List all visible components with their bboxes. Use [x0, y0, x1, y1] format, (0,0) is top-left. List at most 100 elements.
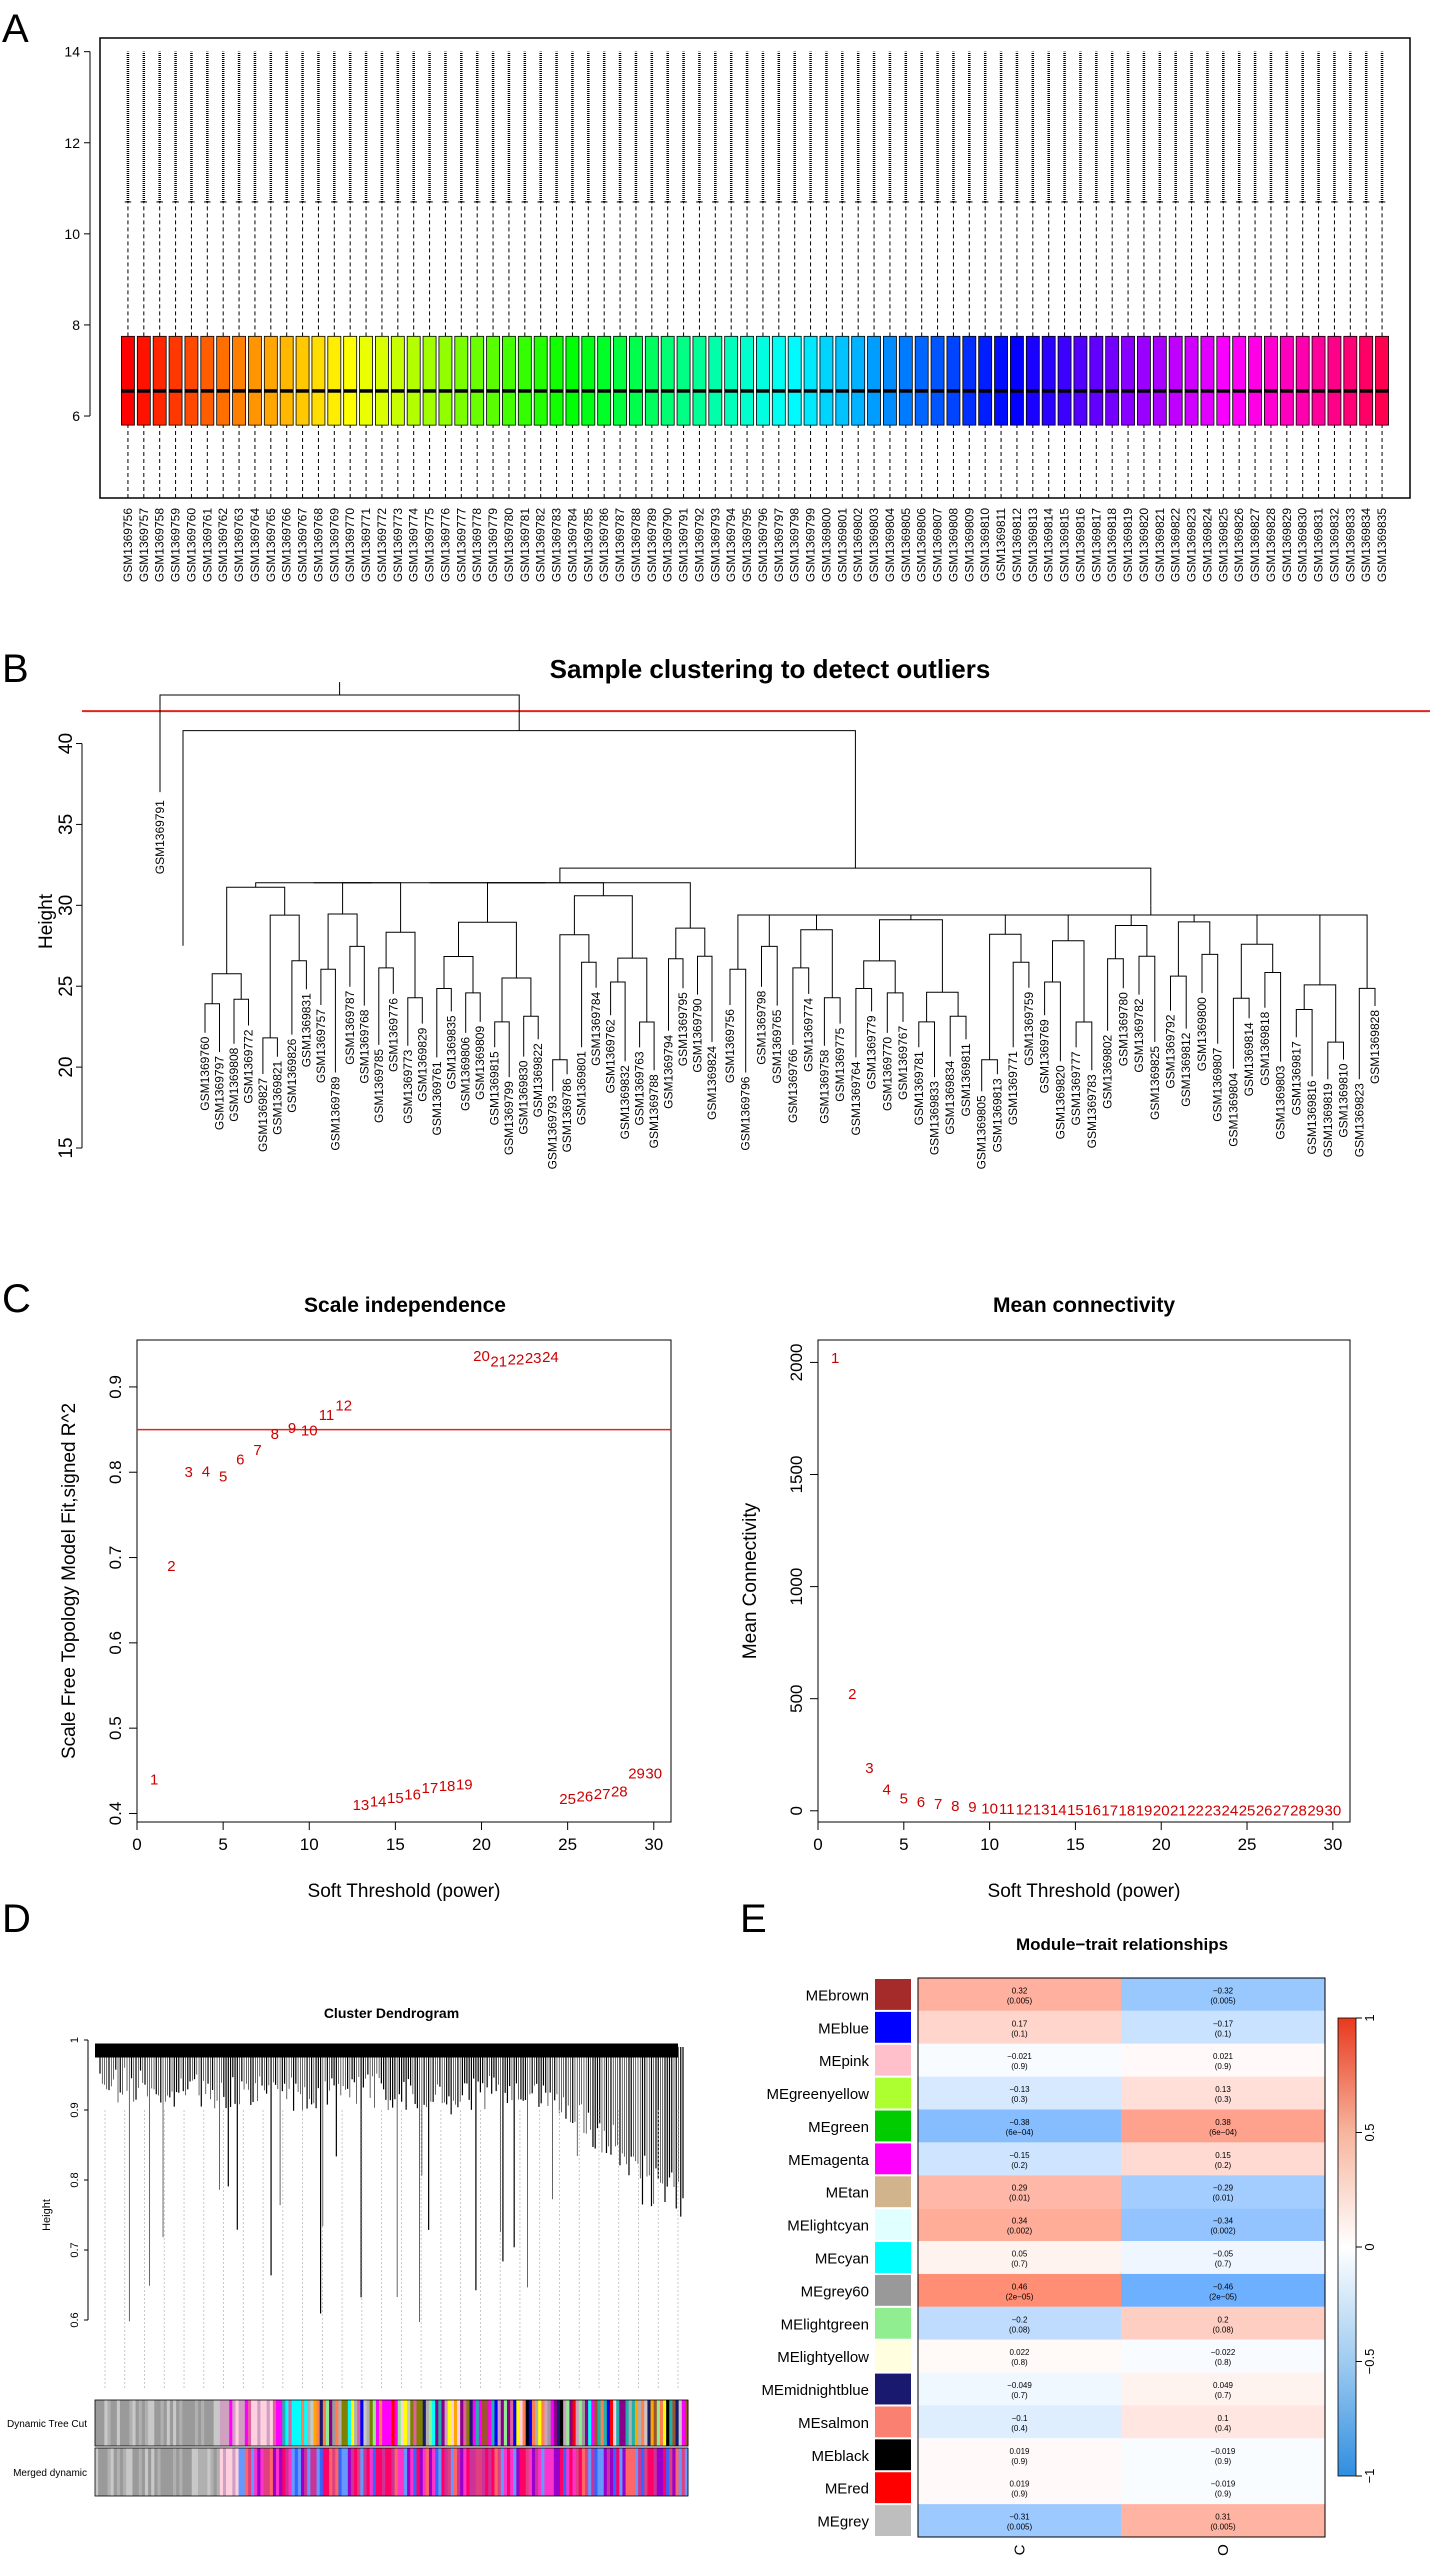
module-color-cell	[544, 2448, 549, 2496]
module-color-cell	[634, 2400, 639, 2446]
module-color-cell	[350, 2400, 355, 2446]
sample-box: GSM1369829	[1280, 51, 1294, 582]
module-color-cell	[154, 2448, 158, 2496]
sample-label: GSM1369757	[137, 508, 151, 582]
module-color-cell	[541, 2448, 545, 2496]
sample-box: GSM1369757	[137, 51, 151, 582]
module-color-cell	[466, 2400, 471, 2446]
module-color-cell	[257, 2400, 261, 2446]
box	[1041, 335, 1056, 426]
y-tick-label: 500	[787, 1685, 806, 1713]
sample-box: GSM1369778	[470, 51, 484, 582]
module-color-cell	[453, 2448, 458, 2496]
sample-label: GSM1369813	[1026, 508, 1040, 582]
heatmap-cell	[918, 2076, 1121, 2110]
module-color-cell	[447, 2448, 452, 2496]
module-color-cell	[338, 2400, 343, 2446]
sample-label: GSM1369819	[1321, 1083, 1335, 1157]
box	[1248, 335, 1262, 426]
y-tick-label: 1500	[787, 1456, 806, 1494]
module-color-cell	[478, 2400, 483, 2446]
y-tick-label: 30	[56, 895, 77, 916]
y-tick-label: 1	[69, 2037, 81, 2043]
module-color-cell	[447, 2400, 452, 2446]
point-label: 1	[150, 1771, 158, 1788]
module-color-cell	[669, 2400, 673, 2446]
module-color-cell	[569, 2400, 574, 2446]
module-color-cell	[388, 2448, 392, 2496]
y-tick-label: 35	[56, 814, 77, 835]
module-color-cell	[360, 2448, 364, 2496]
module-color-swatch	[875, 2274, 911, 2306]
sample-label: GSM1369822	[1169, 508, 1183, 582]
sample-label: GSM1369794	[724, 508, 738, 582]
cell-pvalue: (0.4)	[1011, 2424, 1028, 2433]
module-color-cell	[522, 2448, 527, 2496]
module-color-cell	[132, 2448, 137, 2496]
module-color-cell	[144, 2448, 149, 2496]
module-color-cell	[591, 2448, 595, 2496]
module-color-cell	[600, 2448, 605, 2496]
sample-box: GSM1369809	[962, 51, 976, 582]
module-color-cell	[282, 2400, 286, 2446]
point-label: 30	[645, 1765, 662, 1782]
module-color-cell	[466, 2448, 471, 2496]
module-color-cell	[185, 2448, 190, 2496]
module-color-cell	[138, 2400, 143, 2446]
sample-label: GSM1369775	[423, 508, 437, 582]
module-color-cell	[313, 2400, 318, 2446]
sample-label: GSM1369812	[1179, 1032, 1193, 1106]
chart-title: Module−trait relationships	[1016, 1935, 1228, 1954]
box	[613, 335, 627, 426]
point-label: 28	[611, 1783, 628, 1800]
module-color-cell	[616, 2400, 620, 2446]
module-color-cell	[463, 2400, 467, 2446]
point-label: 6	[917, 1794, 925, 1811]
cell-pvalue: (6e−04)	[1006, 2128, 1034, 2137]
module-color-cell	[625, 2448, 630, 2496]
x-axis-label: Soft Threshold (power)	[988, 1881, 1181, 1902]
point-label: 5	[900, 1790, 908, 1807]
module-color-cell	[325, 2448, 330, 2496]
sample-label: GSM1369781	[912, 1051, 926, 1125]
sample-label: GSM1369777	[1069, 1051, 1083, 1125]
panel-label-c: C	[2, 1277, 31, 1321]
module-color-cell	[238, 2400, 243, 2446]
module-name: MEblack	[811, 2448, 869, 2465]
sample-label: GSM1369815	[488, 1051, 502, 1125]
sample-label: GSM1369797	[212, 1056, 226, 1130]
box	[216, 335, 231, 426]
heatmap-cell	[918, 2010, 1121, 2044]
module-color-cell	[575, 2448, 580, 2496]
module-color-cell	[563, 2400, 567, 2446]
sample-box: GSM1369824	[1200, 51, 1214, 582]
module-color-cell	[469, 2448, 474, 2496]
module-color-cell	[104, 2400, 108, 2446]
box	[1327, 335, 1342, 426]
sample-label: GSM1369819	[1121, 508, 1135, 582]
module-name: MEmagenta	[788, 2152, 870, 2169]
module-color-cell	[232, 2400, 236, 2446]
module-color-cell	[104, 2448, 108, 2496]
sample-box: GSM1369762	[216, 51, 231, 582]
point-label: 14	[1050, 1802, 1067, 1819]
module-color-cell	[291, 2400, 296, 2446]
sample-label: GSM1369762	[604, 1019, 618, 1093]
box	[454, 335, 469, 426]
sample-label: GSM1369806	[915, 508, 929, 582]
module-color-cell	[254, 2448, 258, 2496]
module-color-cell	[322, 2400, 327, 2446]
colorbar-tick-label: −1	[1362, 2469, 1377, 2484]
module-color-cell	[482, 2400, 486, 2446]
sample-label: GSM1369798	[788, 508, 802, 582]
x-tick-label: 0	[132, 1835, 141, 1854]
point-label: 10	[981, 1801, 998, 1818]
sample-label: GSM1369757	[314, 1009, 328, 1083]
sample-label: GSM1369790	[691, 998, 705, 1072]
module-color-cell	[600, 2400, 605, 2446]
module-color-cell	[653, 2400, 658, 2446]
module-color-cell	[644, 2400, 648, 2446]
module-color-cell	[641, 2448, 645, 2496]
module-color-cell	[597, 2400, 602, 2446]
box	[295, 335, 310, 426]
